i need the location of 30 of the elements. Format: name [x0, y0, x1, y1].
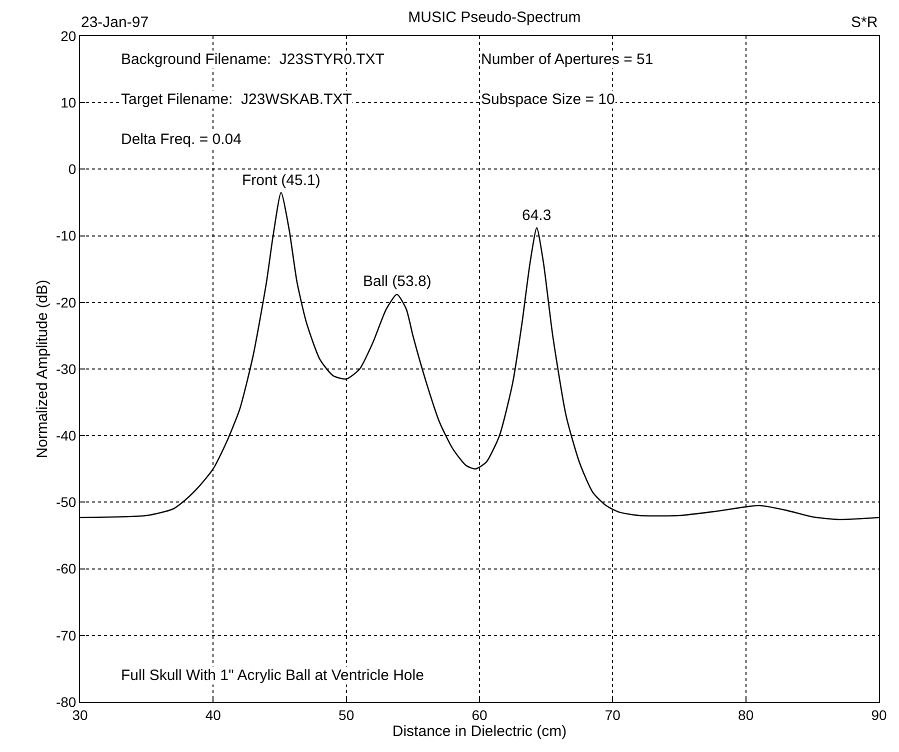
x-tick-label: 80	[738, 706, 754, 723]
y-tick-label: -60	[56, 560, 76, 577]
x-tick-label: 70	[604, 706, 621, 723]
x-tick-label: 40	[205, 706, 222, 723]
annotation: Background Filename: J23STYR0.TXT	[121, 51, 384, 68]
y-tick-label: -50	[56, 494, 76, 510]
annotation: Full Skull With 1" Acrylic Ball at Ventricle Hole	[121, 667, 424, 684]
y-tick-label: -20	[56, 294, 76, 310]
annotation: Target Filename: J23WSKAB.TXT	[121, 91, 352, 108]
y-tick-label: -40	[56, 428, 76, 444]
x-tick-label: 50	[338, 706, 354, 723]
x-tick-label: 90	[871, 706, 887, 723]
annotation: Front (45.1)	[242, 172, 320, 189]
text: S*R	[851, 14, 878, 31]
y-tick-label: 0	[68, 161, 76, 178]
y-axis-title: Normalized Amplitude (dB)	[34, 280, 52, 458]
y-tick-label: -70	[56, 627, 76, 644]
x-axis-title: Distance in Dielectric (cm)	[392, 722, 567, 740]
x-tick-label: 60	[472, 706, 488, 723]
annotation: Delta Freq. = 0.04	[121, 131, 242, 148]
y-tick-label: -10	[56, 228, 76, 244]
annotation: Subspace Size = 10	[481, 91, 615, 108]
annotation: Ball (53.8)	[363, 273, 432, 290]
annotation: 64.3	[522, 207, 552, 224]
annotation: Number of Apertures = 51	[481, 51, 654, 68]
chart-title: MUSIC Pseudo-Spectrum	[408, 8, 581, 26]
y-tick-label: 20	[60, 28, 76, 44]
text: 23-Jan-97	[81, 14, 149, 31]
y-tick-label: 10	[60, 94, 76, 110]
y-tick-label: -30	[56, 360, 76, 377]
